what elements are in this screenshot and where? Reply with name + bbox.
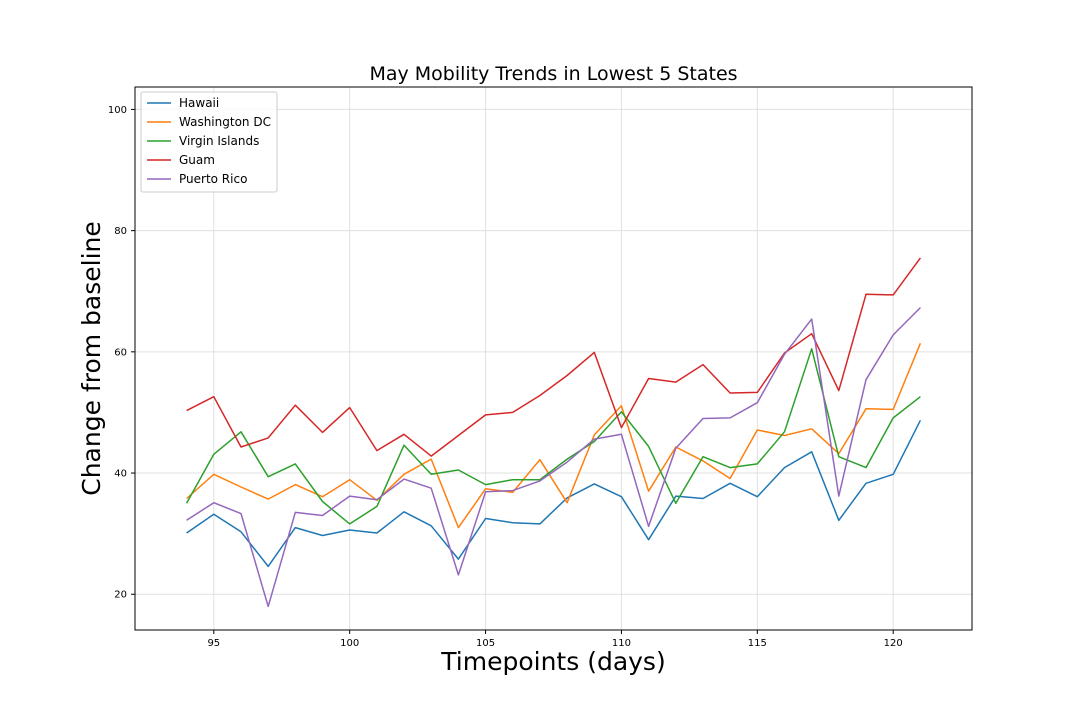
legend-label-washington-dc: Washington DC — [179, 115, 271, 129]
legend-box — [140, 91, 278, 193]
legend-label-virgin-islands: Virgin Islands — [179, 134, 259, 148]
x-tick-label: 120 — [884, 638, 903, 649]
y-tick-label: 20 — [114, 590, 127, 601]
chart-title: May Mobility Trends in Lowest 5 States — [369, 63, 737, 85]
y-tick-label: 40 — [114, 469, 127, 480]
x-tick-label: 95 — [207, 638, 220, 649]
legend-label-guam: Guam — [179, 153, 215, 167]
y-tick-label: 80 — [114, 226, 127, 237]
series-line-guam — [186, 257, 922, 457]
legend-label-puerto-rico: Puerto Rico — [179, 172, 247, 186]
series-line-puerto-rico — [186, 307, 921, 608]
x-tick-label: 110 — [612, 638, 631, 649]
series-lines — [185, 257, 922, 608]
legend: Hawaii Washington DC Virgin Islands Guam Pue… — [140, 91, 278, 193]
series-line-virgin-islands — [185, 348, 921, 525]
x-axis-label: Timepoints (days) — [440, 647, 665, 676]
y-tick-label: 60 — [114, 347, 127, 358]
y-tick-label: 100 — [108, 105, 127, 116]
y-axis-label: Change from baseline — [77, 221, 106, 496]
series-line-hawaii — [186, 419, 922, 568]
x-tick-label: 105 — [476, 638, 495, 649]
x-tick-label: 115 — [748, 638, 767, 649]
x-axis-ticks: 95 100 105 110 115 120 — [207, 630, 903, 649]
y-axis-ticks: 20 40 60 80 100 — [108, 105, 135, 601]
plot-frame — [134, 86, 973, 631]
x-tick-label: 100 — [340, 638, 359, 649]
series-line-washington-dc — [186, 343, 922, 529]
legend-label-hawaii: Hawaii — [179, 96, 219, 110]
